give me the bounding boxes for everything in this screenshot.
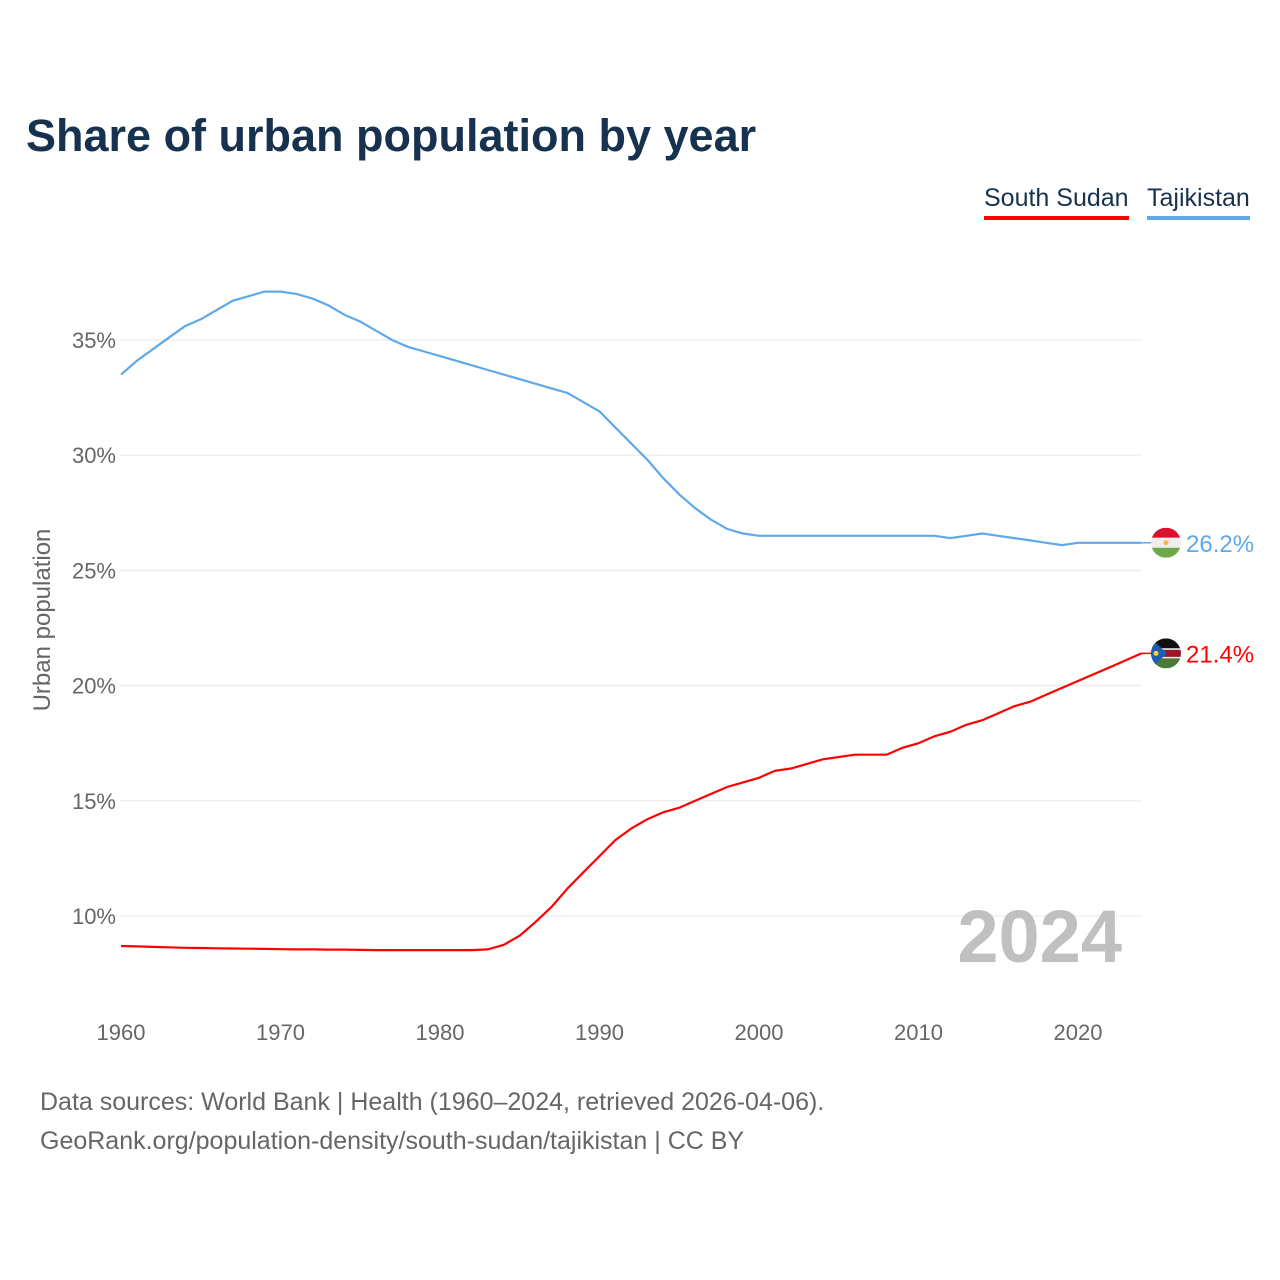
y-tick-label: 15% [72, 789, 116, 814]
year-watermark: 2024 [957, 895, 1122, 978]
x-tick-label: 2010 [894, 1020, 943, 1045]
y-tick-label: 25% [72, 558, 116, 583]
chart-title: Share of urban population by year [26, 110, 757, 161]
series-line-tajikistan [120, 290, 1142, 547]
y-tick-label: 30% [72, 443, 116, 468]
series-line-south-sudan [120, 652, 1143, 952]
source-line-2: GeoRank.org/population-density/south-sud… [40, 1127, 745, 1155]
x-tick-label: 1970 [256, 1020, 305, 1045]
south-sudan-flag-icon [1151, 638, 1181, 669]
x-tick-label: 1960 [97, 1020, 146, 1045]
x-tick-label: 2020 [1054, 1020, 1103, 1045]
source-line-1: Data sources: World Bank | Health (1960–… [40, 1088, 825, 1116]
y-tick-label: 20% [72, 674, 116, 699]
end-value-label: 26.2% [1186, 531, 1254, 558]
legend-tajikistan[interactable]: Tajikistan [1147, 184, 1250, 220]
tajikistan-flag-icon [1151, 527, 1181, 558]
x-tick-label: 2000 [735, 1020, 784, 1045]
end-value-label: 21.4% [1186, 641, 1254, 668]
y-tick-label: 35% [72, 328, 116, 353]
legend-south-sudan[interactable]: South Sudan [984, 184, 1129, 220]
x-tick-label: 1980 [416, 1020, 465, 1045]
x-tick-label: 1990 [575, 1020, 624, 1045]
y-tick-label: 10% [72, 904, 116, 929]
y-axis-label: Urban population [29, 529, 56, 712]
